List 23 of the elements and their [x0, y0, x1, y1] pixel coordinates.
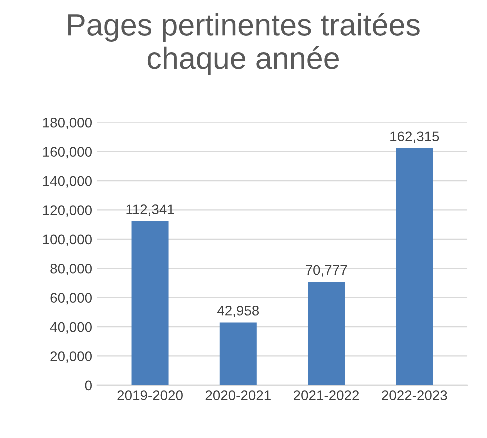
data-label: 42,958 — [217, 306, 260, 318]
y-tick-label: 120,000 — [43, 206, 92, 218]
y-tick-label: 60,000 — [50, 293, 92, 305]
chart-title: Pages pertinentes traitées chaque année — [68, 13, 420, 76]
bar — [308, 282, 346, 386]
y-tick-label: 20,000 — [50, 352, 92, 364]
y-tick-label: 40,000 — [50, 322, 92, 334]
bar — [396, 148, 434, 386]
data-label: 162,315 — [390, 132, 440, 144]
y-tick-label: 180,000 — [43, 118, 92, 130]
x-tick-label: 2020-2021 — [206, 390, 271, 401]
y-tick-label: 80,000 — [50, 264, 92, 276]
data-label: 70,777 — [306, 265, 348, 277]
bar — [132, 221, 169, 386]
y-tick-label: 100,000 — [43, 234, 92, 246]
x-tick-label: 2019-2020 — [118, 390, 183, 401]
x-tick-label: 2021-2022 — [294, 390, 360, 401]
bar — [220, 322, 257, 386]
y-tick-label: 140,000 — [43, 176, 92, 188]
y-tick-label: 0 — [85, 380, 92, 391]
y-tick-label: 160,000 — [43, 147, 92, 159]
x-tick-label: 2022-2023 — [382, 390, 448, 401]
data-label: 112,341 — [126, 204, 174, 216]
